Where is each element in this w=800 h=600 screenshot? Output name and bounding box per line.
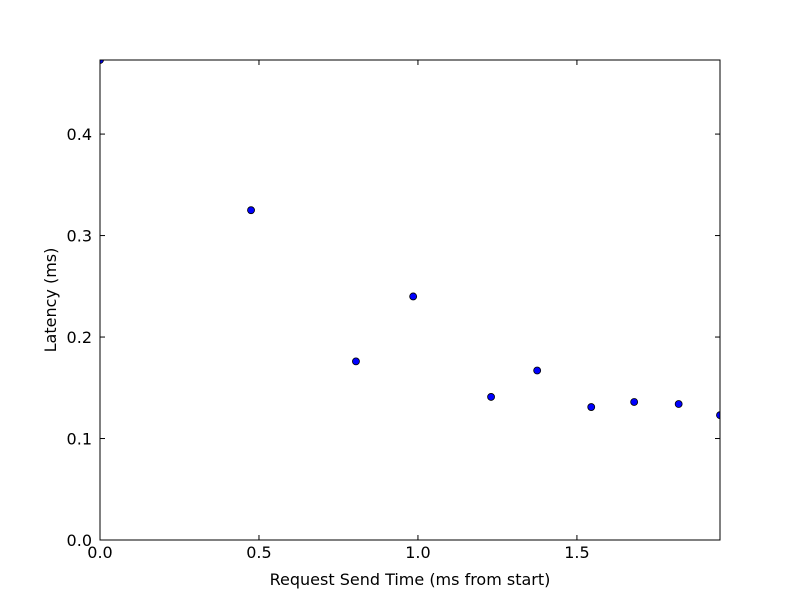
y-tick-label: 0.2 [67,328,92,347]
data-point [352,357,360,366]
data-point [247,206,255,215]
data-point [630,398,639,406]
x-axis-label: Request Send Time (ms from start) [270,570,551,589]
y-tick-label: 0.1 [67,430,92,449]
x-tick-label: 0.0 [87,543,112,562]
y-tick-label: 0.4 [67,125,92,144]
y-axis-label: Latency (ms) [41,248,60,353]
data-point [587,403,596,411]
y-tick-label: 0.3 [67,227,92,246]
data-points [100,60,720,420]
data-point [487,393,495,401]
tick-labels: 0.0 0.5 1.0 1.5 0.0 0.1 0.2 0.3 0.4 [67,125,590,562]
data-point [674,400,683,408]
data-point [533,366,542,375]
y-tick-label: 0.0 [67,531,92,550]
axis-ticks [99,60,720,541]
data-point [716,411,720,420]
data-point [100,60,104,64]
x-tick-label: 0.5 [246,543,271,562]
plot-frame [99,59,721,541]
x-tick-label: 1.0 [405,543,430,562]
x-tick-label: 1.5 [564,543,589,562]
data-point [409,292,418,301]
